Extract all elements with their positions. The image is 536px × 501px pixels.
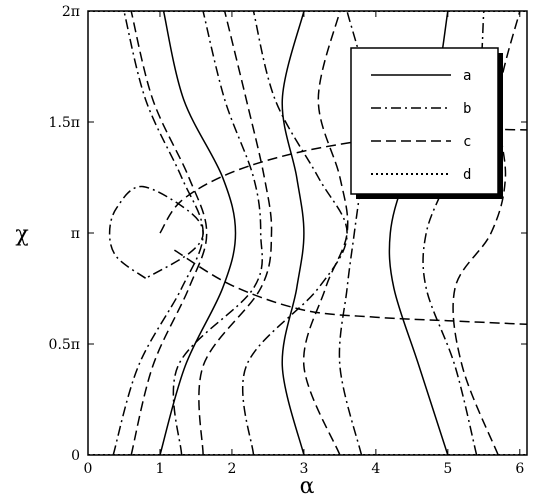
legend-box [350, 47, 499, 195]
legend-label-a: a [463, 68, 471, 84]
series-c-line-2 [174, 249, 527, 326]
series-c-line-0 [130, 11, 208, 455]
series-b-line-5 [108, 185, 204, 279]
series-b-line-2 [242, 11, 348, 455]
series-b-line-0 [112, 11, 204, 455]
series-b-line-1 [172, 11, 264, 455]
series-a-line-0 [159, 11, 237, 455]
y-tick-label: 0 [71, 448, 80, 464]
x-tick-label: 3 [299, 461, 308, 477]
legend: a b c d [350, 47, 503, 199]
y-tick-label: π [71, 226, 80, 242]
x-tick-label: 2 [227, 461, 236, 477]
x-axis-title: α [300, 474, 315, 499]
y-tick-label: 1.5π [49, 115, 80, 131]
legend-label-b: b [463, 101, 471, 117]
legend-label-c: c [463, 134, 471, 150]
y-axis-title: χ [15, 222, 28, 247]
ticks: 0 1 2 3 4 5 6 0 0.5π π 1.5π 2π [49, 4, 527, 477]
x-tick-label: 6 [515, 461, 524, 477]
y-tick-label: 0.5π [49, 337, 80, 353]
x-tick-label: 5 [443, 461, 452, 477]
series-a-line-1 [281, 11, 305, 455]
x-tick-label: 4 [371, 461, 380, 477]
series-c-line-4 [302, 11, 349, 455]
series-c-line-3 [198, 11, 273, 455]
legend-label-d: d [463, 167, 471, 183]
y-tick-label: 2π [62, 4, 80, 20]
x-tick-label: 1 [156, 461, 165, 477]
x-tick-label: 0 [84, 461, 93, 477]
